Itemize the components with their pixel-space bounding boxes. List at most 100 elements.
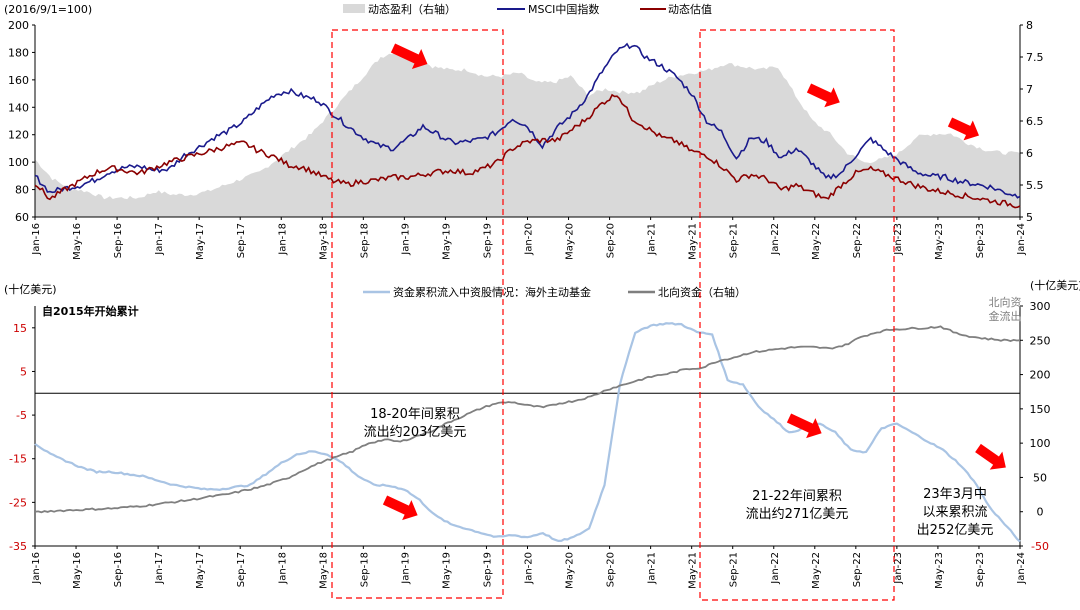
annotation-2021-2022-outflow-line: 流出约271亿美元 — [746, 507, 849, 522]
bottom-x-tick-label: Jan-23 — [893, 552, 904, 585]
top-y-tick-label: 80 — [15, 184, 29, 197]
top-x-tick-label: Sep-22 — [852, 223, 863, 258]
top-y2-tick-label: 6.5 — [1026, 115, 1044, 128]
arrow-red-top-1-shape — [390, 43, 428, 69]
bottom-y2-axis-label: (十亿美元) — [1030, 278, 1080, 292]
top-x-tick-label: Jan-16 — [31, 223, 42, 256]
bottom-x-tick-label: Sep-17 — [236, 552, 247, 587]
arrow-red-top-3 — [947, 117, 980, 141]
top-x-tick-label: Sep-21 — [729, 223, 740, 258]
bottom-x-tick-label: Sep-16 — [113, 552, 124, 587]
bottom-line-northbound — [34, 325, 1021, 514]
top-x-tick-label: Jan-24 — [1016, 223, 1027, 256]
annotation-northbound-outflow: 北向资金流出 — [989, 295, 1022, 323]
annotation-2018-2020-outflow: 18-20年间累积流出约203亿美元 — [364, 407, 467, 440]
bottom-x-tick-label: Sep-21 — [729, 552, 740, 587]
top-x-tick-label: Jan-22 — [770, 223, 781, 256]
legend-label-northbound: 北向资金（右轴） — [658, 285, 746, 299]
arrow-red-bottom-1-shape — [382, 495, 418, 521]
bottom-y2-tick-label: 200 — [1030, 369, 1051, 382]
bottom-y2-tick-label: 0 — [1037, 506, 1044, 519]
annotation-2018-2020-outflow-line: 18-20年间累积 — [370, 407, 460, 422]
top-x-tick-label: Sep-23 — [975, 223, 986, 258]
annotation-2023-outflow: 23年3月中以来累积流出252亿美元 — [917, 487, 994, 538]
top-y-tick-label: 100 — [8, 156, 29, 169]
top-y2-tick-label: 8 — [1026, 19, 1033, 32]
bottom-y2-tick-label: 150 — [1030, 403, 1051, 416]
bottom-x-tick-label: Jan-22 — [770, 552, 781, 585]
top-x-tick-label: Sep-20 — [606, 223, 617, 258]
bottom-y2-tick-label: -50 — [1031, 540, 1049, 553]
top-y-tick-label: 200 — [8, 19, 29, 32]
bottom-x-tick-label: May-21 — [688, 552, 699, 589]
top-y-tick-label: 160 — [8, 74, 29, 87]
legend-label-valuation: 动态估值 — [668, 3, 712, 16]
top-x-tick-label: May-20 — [565, 223, 576, 260]
highlight-box-2018-2020 — [331, 29, 504, 599]
annotation-2021-2022-outflow: 21-22年间累积流出约271亿美元 — [746, 489, 849, 522]
bottom-x-tick-label: May-20 — [565, 552, 576, 589]
bottom-y-axis-label: (十亿美元) — [4, 282, 57, 296]
annotation-2023-outflow-line: 以来累积流 — [922, 505, 987, 520]
bottom-y-tick-label: -15 — [9, 453, 27, 466]
arrow-red-bottom-2 — [786, 413, 822, 439]
top-y2-tick-label: 7 — [1026, 83, 1033, 96]
top-x-tick-label: Jan-21 — [647, 223, 658, 256]
top-y2-tick-label: 5.5 — [1026, 179, 1044, 192]
annotation-northbound-outflow-line: 北向资 — [989, 295, 1022, 309]
annotation-northbound-outflow-line: 金流出 — [989, 309, 1022, 323]
top-x-tick-label: May-16 — [72, 223, 83, 260]
arrow-red-bottom-3 — [975, 443, 1006, 470]
arrow-red-top-3-shape — [947, 117, 980, 141]
annotation-2023-outflow-line: 23年3月中 — [923, 487, 987, 502]
top-line-dynamic-valuation — [34, 93, 1021, 209]
bottom-y-tick-label: -25 — [9, 496, 27, 509]
legend-label-earnings: 动态盈利（右轴） — [368, 2, 456, 16]
top-x-tick-label: May-22 — [811, 223, 822, 260]
annotation-2018-2020-outflow-line: 流出约203亿美元 — [364, 425, 467, 440]
top-x-tick-label: Sep-19 — [482, 223, 493, 258]
bottom-x-tick-label: Sep-20 — [606, 552, 617, 587]
arrow-red-bottom-1 — [382, 495, 418, 521]
bottom-x-tick-label: Jan-18 — [277, 552, 288, 585]
bottom-x-tick-label: Jan-19 — [400, 552, 411, 585]
top-y2-tick-label: 5 — [1026, 211, 1033, 224]
top-x-tick-label: May-19 — [441, 223, 452, 260]
arrow-red-top-2 — [806, 83, 840, 108]
top-x-tick-label: Jan-23 — [893, 223, 904, 256]
bottom-x-tick-label: May-18 — [318, 552, 329, 589]
bottom-x-tick-label: Jan-17 — [154, 552, 165, 585]
bottom-x-tick-label: Jan-24 — [1016, 552, 1027, 585]
bottom-x-tick-label: Jan-20 — [524, 552, 535, 585]
legend-label-msci: MSCI中国指数 — [528, 2, 599, 16]
bottom-x-tick-label: Jan-21 — [647, 552, 658, 585]
bottom-y2-tick-label: 250 — [1030, 334, 1051, 347]
top-x-tick-label: May-21 — [688, 223, 699, 260]
top-y-tick-label: 60 — [15, 211, 29, 224]
bottom-line-overseas-active-funds — [34, 322, 1021, 543]
top-x-tick-label: May-17 — [195, 223, 206, 260]
top-x-tick-label: Jan-20 — [524, 223, 535, 256]
bottom-x-tick-label: Sep-23 — [975, 552, 986, 587]
bottom-y2-tick-label: 100 — [1030, 437, 1051, 450]
top-y-tick-label: 140 — [8, 101, 29, 114]
bottom-x-tick-label: May-19 — [441, 552, 452, 589]
bottom-x-tick-label: May-23 — [934, 552, 945, 589]
bottom-x-tick-label: May-16 — [72, 552, 83, 589]
bottom-y-tick-label: 5 — [20, 365, 27, 378]
arrow-red-top-2-shape — [806, 83, 840, 108]
bottom-x-tick-label: May-22 — [811, 552, 822, 589]
highlight-box-2021-2022 — [699, 29, 895, 601]
bottom-x-tick-label: Sep-22 — [852, 552, 863, 587]
top-x-tick-label: Sep-17 — [236, 223, 247, 258]
top-y-tick-label: 180 — [8, 46, 29, 59]
bottom-x-tick-label: Sep-19 — [482, 552, 493, 587]
top-x-tick-label: May-18 — [318, 223, 329, 260]
bottom-y2-tick-label: 300 — [1030, 300, 1051, 313]
top-units-note: (2016/9/1=100) — [4, 3, 92, 16]
legend-label-overseas-funds: 资金累积流入中资股情况：海外主动基金 — [393, 285, 591, 299]
legend-swatch-earnings — [343, 4, 365, 13]
top-x-tick-label: Jan-19 — [400, 223, 411, 256]
bottom-x-tick-label: Sep-18 — [359, 552, 370, 587]
